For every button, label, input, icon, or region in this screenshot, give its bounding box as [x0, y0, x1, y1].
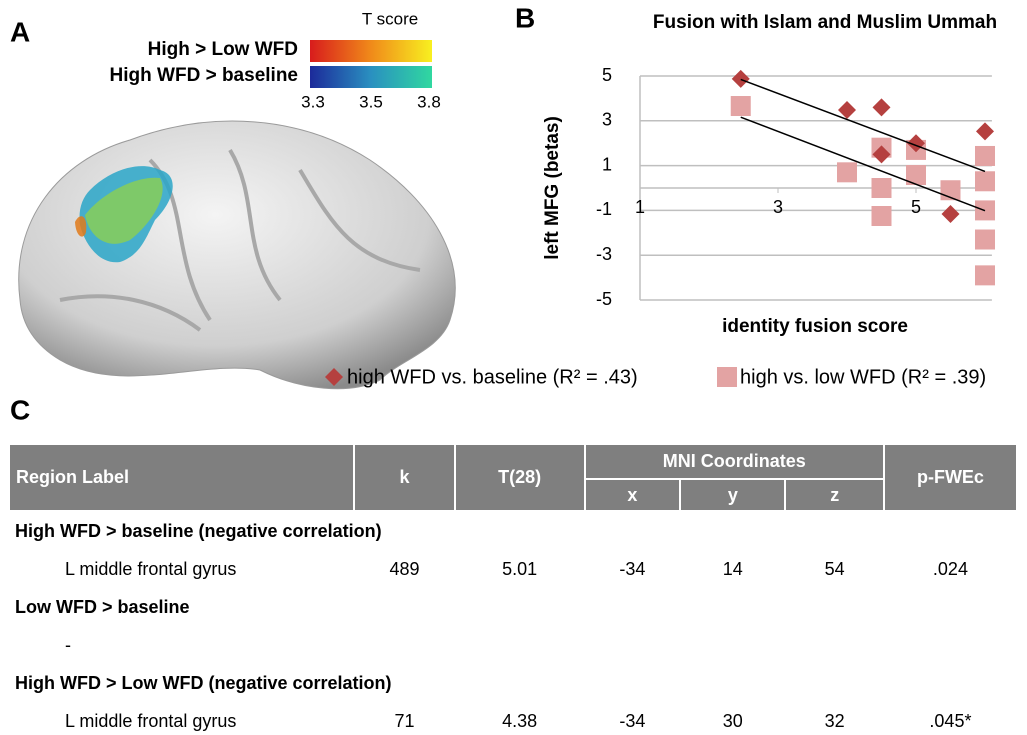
colorbar [310, 66, 432, 88]
table-cell: 4.38 [502, 710, 538, 731]
table-header: k [353, 443, 456, 512]
activation-hot [75, 216, 87, 237]
point [871, 178, 892, 198]
point [717, 367, 737, 387]
point [976, 122, 994, 141]
y-tick-label: 3 [602, 110, 612, 130]
point [325, 368, 343, 386]
colorbar-title: T score [362, 9, 418, 28]
point [872, 145, 891, 164]
x-tick-label: 1 [635, 197, 645, 217]
table-cell: 489 [389, 558, 420, 579]
table-row: L middle frontal gyrus 71 4.38 -34 30 32 .045* [9, 702, 1017, 735]
table-cell: L middle frontal gyrus [65, 710, 237, 731]
table-row: High WFD > baseline (negative correlatio… [9, 511, 1017, 550]
point [871, 206, 892, 226]
x-tick-label: 3 [773, 197, 783, 217]
colorbar [310, 40, 432, 62]
trendline [740, 78, 986, 173]
point [941, 204, 960, 223]
y-tick-label: 5 [602, 65, 612, 85]
table-cell: .045* [929, 710, 972, 731]
table-cell: 5.01 [502, 558, 538, 579]
point [906, 165, 926, 186]
x-tick-label: 5 [911, 197, 921, 217]
table-cell: .024 [932, 558, 968, 579]
table-body: High WFD > baseline (negative correlatio… [9, 511, 1017, 735]
point [975, 229, 995, 250]
colorbar-tick: 3.3 [301, 92, 325, 111]
legend-label: High WFD > baseline [110, 65, 298, 86]
point [731, 69, 750, 88]
table-cell: 30 [722, 710, 743, 731]
legend-label: High > Low WFD [148, 39, 298, 60]
activation-hot [85, 177, 163, 244]
y-axis-label: left MFG (betas) [542, 116, 563, 260]
table-cell: 71 [394, 710, 415, 731]
legend-label: high vs. low WFD (R² = .39) [740, 366, 986, 388]
y-tick-label: 1 [602, 154, 612, 174]
table-row: L middle frontal gyrus 489 5.01 -34 14 54 .024 [9, 550, 1017, 588]
x-axis-label: identity fusion score [722, 316, 908, 337]
table-header: x [583, 478, 682, 512]
chart-title: Fusion with Islam and Muslim Ummah [653, 12, 997, 33]
table-cell: -34 [619, 710, 646, 731]
table-cell: -34 [619, 558, 646, 579]
table-row: - [9, 626, 1017, 664]
table-cell: 32 [824, 710, 845, 731]
panel-label: A [10, 16, 30, 47]
trendline [740, 116, 986, 212]
table-cell: 54 [824, 558, 845, 579]
y-tick-label: -1 [596, 199, 612, 219]
point [837, 162, 857, 183]
table-cell: L middle frontal gyrus [65, 558, 237, 579]
table-header: z [784, 478, 885, 512]
brain-sulcus [59, 148, 421, 332]
table-row: Low WFD > baseline [9, 588, 1017, 626]
figure: A B C T score High > Low WFD High WFD > … [10, 2, 997, 425]
colorbar-tick: 3.5 [359, 92, 383, 111]
table-cell: - [65, 634, 71, 655]
point [838, 101, 856, 120]
table-cell: High WFD > Low WFD (negative correlation… [15, 672, 392, 693]
table-cell: Low WFD > baseline [15, 596, 190, 617]
table-header: p-FWEc [882, 443, 1019, 512]
table-cell: High WFD > baseline (negative correlatio… [15, 520, 382, 541]
point [975, 171, 995, 192]
point [730, 96, 751, 117]
table-row: High WFD > Low WFD (negative correlation… [9, 664, 1017, 702]
y-tick-label: -3 [596, 244, 612, 264]
table-cell: 14 [722, 558, 743, 579]
panel-label: B [515, 2, 535, 33]
table-header: y [679, 478, 787, 512]
legend-label: high WFD vs. baseline (R² = .43) [347, 366, 638, 388]
table-header: MNI Coordinates [583, 443, 885, 480]
point [872, 98, 891, 117]
colorbar-tick: 3.8 [417, 92, 441, 111]
table-header: Region Label [7, 443, 356, 512]
point [975, 265, 995, 286]
results-table: Region Label k T(28) MNI Coordinates p-F… [7, 443, 1019, 735]
table-header: T(28) [453, 443, 586, 512]
point [975, 145, 995, 166]
panel-label: C [10, 394, 30, 425]
y-tick-label: -5 [596, 289, 612, 309]
